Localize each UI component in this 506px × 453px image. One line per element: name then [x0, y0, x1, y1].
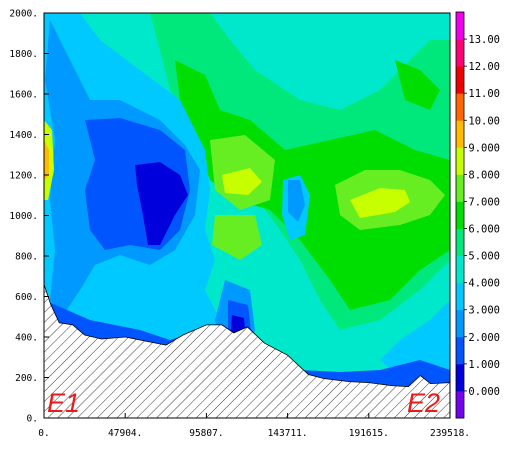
colorbar-tick-label: 0.000 [468, 386, 500, 398]
contour-level-8 [222, 168, 262, 195]
colorbar-swatch [456, 309, 464, 338]
x-tick-label: 239518. [430, 428, 470, 439]
contour-level-0 [135, 162, 188, 245]
y-tick-label: 2000. [9, 9, 38, 20]
colorbar-tick-label: 5.000 [468, 251, 500, 263]
colorbar-swatch [456, 147, 464, 175]
colorbar-swatch [456, 201, 464, 229]
colorbar-tick-label: 2.000 [468, 332, 500, 344]
colorbar-swatch [456, 120, 464, 148]
colorbar-tick-label: 7.000 [468, 196, 500, 208]
y-tick-label: 800. [15, 252, 38, 263]
colorbar-swatch [456, 174, 464, 202]
contour-level-6 [175, 60, 450, 310]
contour-level-8b [350, 188, 410, 218]
y-tick-label: 400. [15, 333, 38, 344]
y-tick-label: 1800. [9, 49, 38, 60]
x-tick-label: 143711. [268, 428, 308, 439]
contour-level-2c [288, 180, 305, 222]
colorbar-tick-label: 12.00 [468, 61, 500, 73]
y-tick-label: 1000. [9, 211, 38, 222]
y-tick-label: 1200. [9, 171, 38, 182]
x-tick-label: 95807. [189, 428, 223, 439]
colorbar-swatch [456, 39, 464, 67]
x-tick-label: 0. [38, 428, 49, 439]
colorbar-swatch [456, 93, 464, 121]
y-tick-label: 600. [15, 292, 38, 303]
colorbar-swatch [456, 66, 464, 94]
colorbar-swatch [456, 336, 464, 365]
colorbar-swatch [456, 255, 464, 284]
colorbar-tick-label: 6.000 [468, 224, 500, 236]
y-tick-label: 1600. [9, 90, 38, 101]
colorbar-tick-label: 13.00 [468, 34, 500, 46]
axes: 0. 47904. 95807. 143711. 191615. 239518. 0. 200… [9, 9, 470, 440]
colorbar-tick-label: 3.000 [468, 305, 500, 317]
terrain-hatch [44, 284, 450, 418]
x-tick-label: 47904. [108, 428, 142, 439]
contour-level-7c [212, 215, 262, 260]
contour-level-10-edge [44, 140, 49, 180]
y-tick-label: 200. [15, 373, 38, 384]
colorbar-tick-label: 10.00 [468, 115, 500, 127]
colorbar-swatch [456, 282, 464, 311]
end-label-e2: E2 [407, 388, 440, 418]
end-label-e1: E1 [47, 388, 80, 418]
colorbar-frame [455, 11, 465, 419]
contour-level-6b [395, 60, 440, 110]
colorbar-tick-label: 1.000 [468, 359, 500, 371]
colorbar-swatch [456, 12, 464, 40]
colorbar-tick-label: 9.000 [468, 142, 500, 154]
colorbar-tick-label: 11.00 [468, 88, 500, 100]
colorbar: 0.000 1.000 2.000 3.000 4.000 5.000 6.000 7.000… [455, 11, 500, 419]
colorbar-swatch [456, 363, 464, 392]
colorbar-swatch [456, 228, 464, 256]
y-tick-label: 0. [27, 414, 38, 425]
y-tick-label: 1400. [9, 130, 38, 141]
colorbar-tick-label: 8.000 [468, 169, 500, 181]
x-tick-label: 191615. [349, 428, 389, 439]
colorbar-tick-label: 4.000 [468, 278, 500, 290]
colorbar-swatch [456, 390, 464, 419]
